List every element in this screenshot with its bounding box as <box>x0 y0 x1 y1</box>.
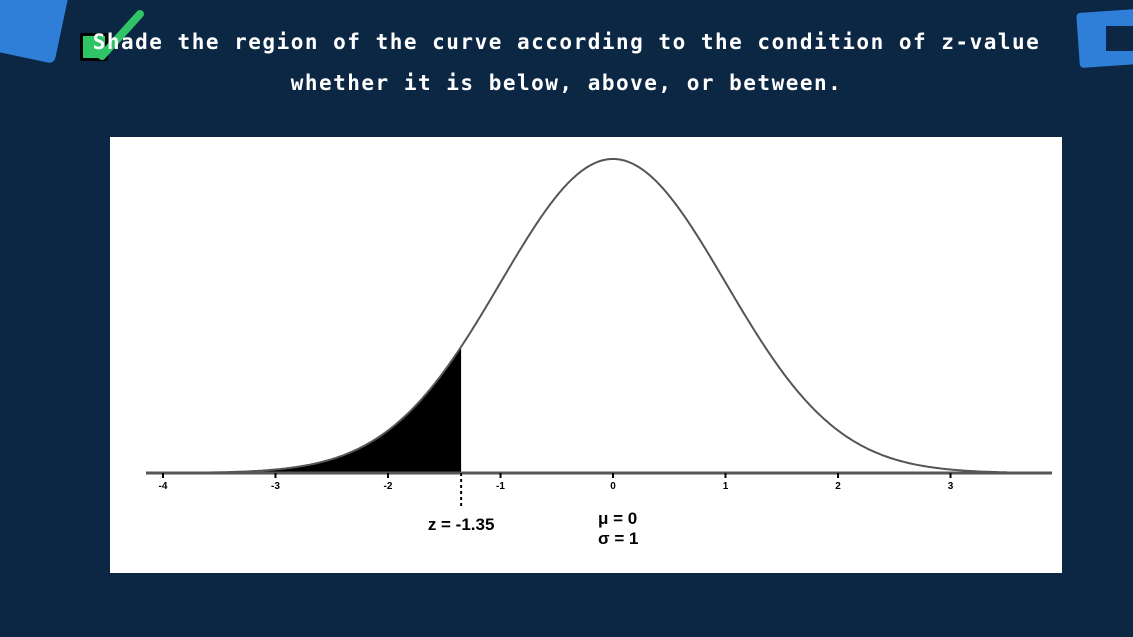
x-tick-label: -1 <box>496 481 505 492</box>
x-tick-label: 1 <box>723 481 729 492</box>
x-tick-label: 2 <box>835 481 841 492</box>
sd-label: σ = 1 <box>598 529 638 548</box>
x-tick-label: -2 <box>384 481 393 492</box>
shaded-tail-region <box>196 346 462 473</box>
normal-curve-line <box>208 158 1007 474</box>
instruction-line-2: whether it is below, above, or between. <box>290 71 843 95</box>
x-tick-label: -3 <box>271 481 280 492</box>
x-tick-label: 0 <box>610 481 616 492</box>
x-tick-label: -4 <box>159 481 168 492</box>
z-value-label: z = -1.35 <box>428 515 495 534</box>
instruction-line-1: Shade the region of the curve according … <box>92 30 1041 54</box>
chart-canvas: -4 -3 -2 -1 0 1 2 3 z = -1.35 μ = 0σ = 1 <box>146 158 1052 548</box>
mean-label: μ = 0 <box>598 509 637 528</box>
checkmark-icon <box>84 10 144 60</box>
x-tick-label: 3 <box>948 481 954 492</box>
corner-decoration-top-right-notch <box>1106 26 1133 51</box>
